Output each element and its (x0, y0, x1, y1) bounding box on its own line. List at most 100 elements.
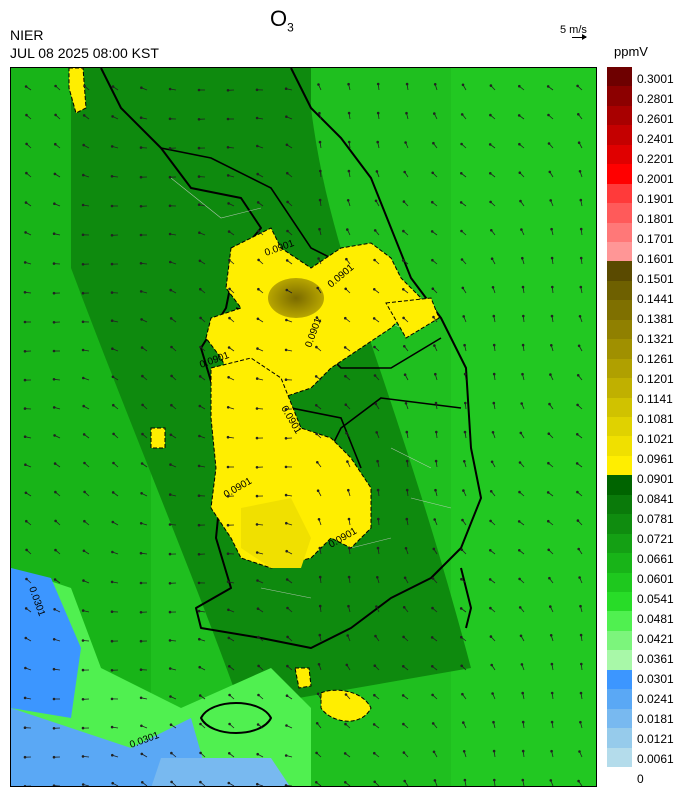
legend-label: 0.3001 (637, 72, 674, 86)
wind-arrow-head-icon (284, 407, 288, 411)
wind-arrow-head-icon (521, 720, 525, 724)
wind-arrow-head-icon (286, 606, 289, 610)
wind-arrow-head-icon (285, 724, 288, 727)
wind-arrow-head-icon (52, 726, 56, 730)
wind-arrow-head-icon (492, 778, 496, 782)
legend-bin (607, 494, 632, 515)
wind-arrow-head-icon (25, 142, 28, 146)
wind-arrow-head-icon (169, 463, 172, 466)
legend-bin (607, 592, 632, 612)
wind-arrow-head-icon (459, 635, 463, 639)
wind-arrow-head-icon (314, 403, 318, 407)
wind-arrow-head-icon (228, 316, 231, 320)
wind-arrow-head-icon (82, 579, 85, 582)
wind-arrow-head-icon (373, 664, 377, 667)
wind-arrow-head-icon (256, 144, 259, 148)
wind-arrow-head-icon (255, 407, 259, 410)
legend-label: 0.2601 (637, 112, 674, 126)
wind-arrow-head-icon (141, 374, 144, 378)
wind-arrow-head-icon (226, 523, 230, 527)
wind-arrow-head-icon (430, 664, 434, 668)
legend-bin (607, 689, 632, 710)
wind-arrow-head-icon (431, 287, 435, 291)
wind-arrow-head-icon (199, 722, 202, 726)
wind-arrow-head-icon (517, 84, 521, 88)
wind-arrow-head-icon (257, 229, 260, 233)
wind-arrow-head-icon (492, 314, 496, 318)
wind-arrow-head-icon (52, 291, 56, 295)
wind-arrow-head-icon (405, 430, 409, 434)
wind-arrow-head-icon (460, 142, 463, 146)
legend-bin (607, 436, 632, 457)
legend-label: 0.0061 (637, 752, 674, 766)
legend-label: 0.1441 (637, 292, 674, 306)
wind-arrow-head-icon (462, 459, 466, 463)
wind-arrow-head-icon (23, 785, 27, 786)
wind-arrow-head-icon (345, 663, 349, 667)
wind-arrow-head-icon (170, 345, 173, 349)
wind-arrow-head-icon (314, 780, 318, 784)
wind-arrow-head-icon (139, 639, 143, 643)
legend-bin (607, 572, 632, 593)
wind-arrow-head-icon (285, 143, 289, 147)
wind-arrow-head-icon (546, 85, 550, 88)
wind-arrow-head-icon (347, 517, 351, 521)
wind-arrow-head-icon (575, 432, 579, 436)
wind-arrow-head-icon (82, 143, 85, 147)
wind-arrow-head-icon (23, 349, 27, 353)
legend-bin (607, 455, 632, 476)
wind-arrow-head-icon (434, 401, 438, 405)
legend-label: 0.0841 (637, 492, 674, 506)
wind-arrow-head-icon (577, 779, 580, 783)
wind-arrow-head-icon (24, 607, 28, 610)
legend-bin (607, 728, 632, 749)
wind-arrow-head-icon (318, 198, 322, 202)
wind-arrow-head-icon (547, 548, 550, 552)
wind-arrow-head-icon (577, 344, 581, 348)
wind-arrow-head-icon (284, 348, 288, 352)
wind-arrow-head-icon (256, 317, 260, 321)
wind-arrow-head-icon (139, 581, 143, 585)
legend-label: 0.1321 (637, 332, 674, 346)
wind-arrow-head-icon (372, 317, 376, 320)
wind-arrow-head-icon (227, 230, 231, 233)
wind-arrow-head-icon (226, 580, 230, 584)
wind-arrow-head-icon (344, 403, 348, 407)
wind-arrow-head-icon (170, 403, 173, 407)
legend-label: 0.1601 (637, 252, 674, 266)
wind-arrow-head-icon (520, 256, 524, 260)
wind-arrow-head-icon (491, 430, 495, 434)
wind-arrow-head-icon (24, 201, 28, 204)
wind-arrow-head-icon (111, 550, 114, 554)
legend-bin (607, 280, 632, 301)
wind-arrow-head-icon (314, 375, 318, 378)
wind-arrow-head-icon (285, 259, 289, 262)
legend-bin (607, 358, 632, 379)
legend-bin (607, 669, 632, 690)
wind-arrow-head-icon (315, 721, 319, 725)
wind-arrow-head-icon (550, 314, 554, 318)
wind-arrow-head-icon (83, 84, 86, 88)
wind-arrow-head-icon (198, 665, 202, 669)
wind-arrow-head-icon (139, 233, 143, 237)
wind-arrow-head-icon (579, 633, 583, 637)
wind-arrow-head-icon (23, 320, 27, 324)
wind-arrow-head-icon (52, 784, 56, 786)
wind-arrow-head-icon (286, 664, 289, 668)
wind-arrow-head-icon (228, 722, 231, 726)
wind-arrow-head-icon (81, 783, 85, 786)
wind-arrow-head-icon (459, 607, 463, 610)
wind-arrow-head-icon (111, 85, 115, 88)
legend-bin (607, 378, 632, 399)
wind-arrow-head-icon (83, 490, 86, 494)
wind-arrow-head-icon (347, 604, 350, 608)
wind-arrow-head-icon (199, 345, 202, 349)
legend-label: 0.1381 (637, 312, 674, 326)
map-title: O3 (270, 6, 294, 35)
legend-bin (607, 164, 632, 185)
wind-arrow-head-icon (347, 111, 351, 115)
wind-arrow-head-icon (577, 547, 580, 551)
legend-label: 0.0301 (637, 672, 674, 686)
legend-bin (607, 747, 632, 768)
legend-label: 0.1141 (637, 392, 673, 406)
